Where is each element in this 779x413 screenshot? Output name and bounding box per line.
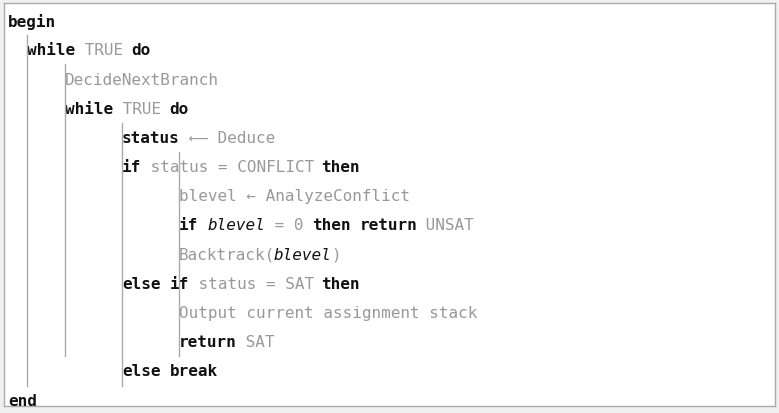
Text: status = CONFLICT: status = CONFLICT <box>141 160 324 175</box>
Text: DecideNextBranch: DecideNextBranch <box>65 72 219 87</box>
Text: Output current assignment stack: Output current assignment stack <box>179 305 478 320</box>
Text: status: status <box>122 131 180 145</box>
Text: return: return <box>179 335 237 349</box>
Text: TRUE: TRUE <box>113 102 171 116</box>
Text: if: if <box>122 160 141 175</box>
Text: then: then <box>322 160 360 175</box>
Text: break: break <box>170 363 217 378</box>
Text: begin: begin <box>8 14 56 30</box>
Text: if: if <box>179 218 199 233</box>
Text: do: do <box>132 43 151 58</box>
Text: ): ) <box>331 247 340 262</box>
Text: then: then <box>322 276 360 291</box>
Text: blevel ← AnalyzeConflict: blevel ← AnalyzeConflict <box>179 189 410 204</box>
Text: while: while <box>27 43 76 58</box>
Text: status = SAT: status = SAT <box>189 276 323 291</box>
Text: blevel: blevel <box>274 247 332 262</box>
Text: = 0: = 0 <box>265 218 312 233</box>
Text: else: else <box>122 276 160 291</box>
Text: TRUE: TRUE <box>75 43 132 58</box>
Text: blevel: blevel <box>207 218 266 233</box>
Text: do: do <box>170 102 189 116</box>
Text: return: return <box>359 218 418 233</box>
Text: if: if <box>170 276 189 291</box>
Text: end: end <box>8 393 37 408</box>
Text: UNSAT: UNSAT <box>417 218 474 233</box>
Text: then: then <box>312 218 351 233</box>
Text: Backtrack(: Backtrack( <box>179 247 275 262</box>
Text: else: else <box>122 363 160 378</box>
Text: SAT: SAT <box>236 335 274 349</box>
Text: ←— Deduce: ←— Deduce <box>179 131 275 145</box>
Text: while: while <box>65 102 113 116</box>
